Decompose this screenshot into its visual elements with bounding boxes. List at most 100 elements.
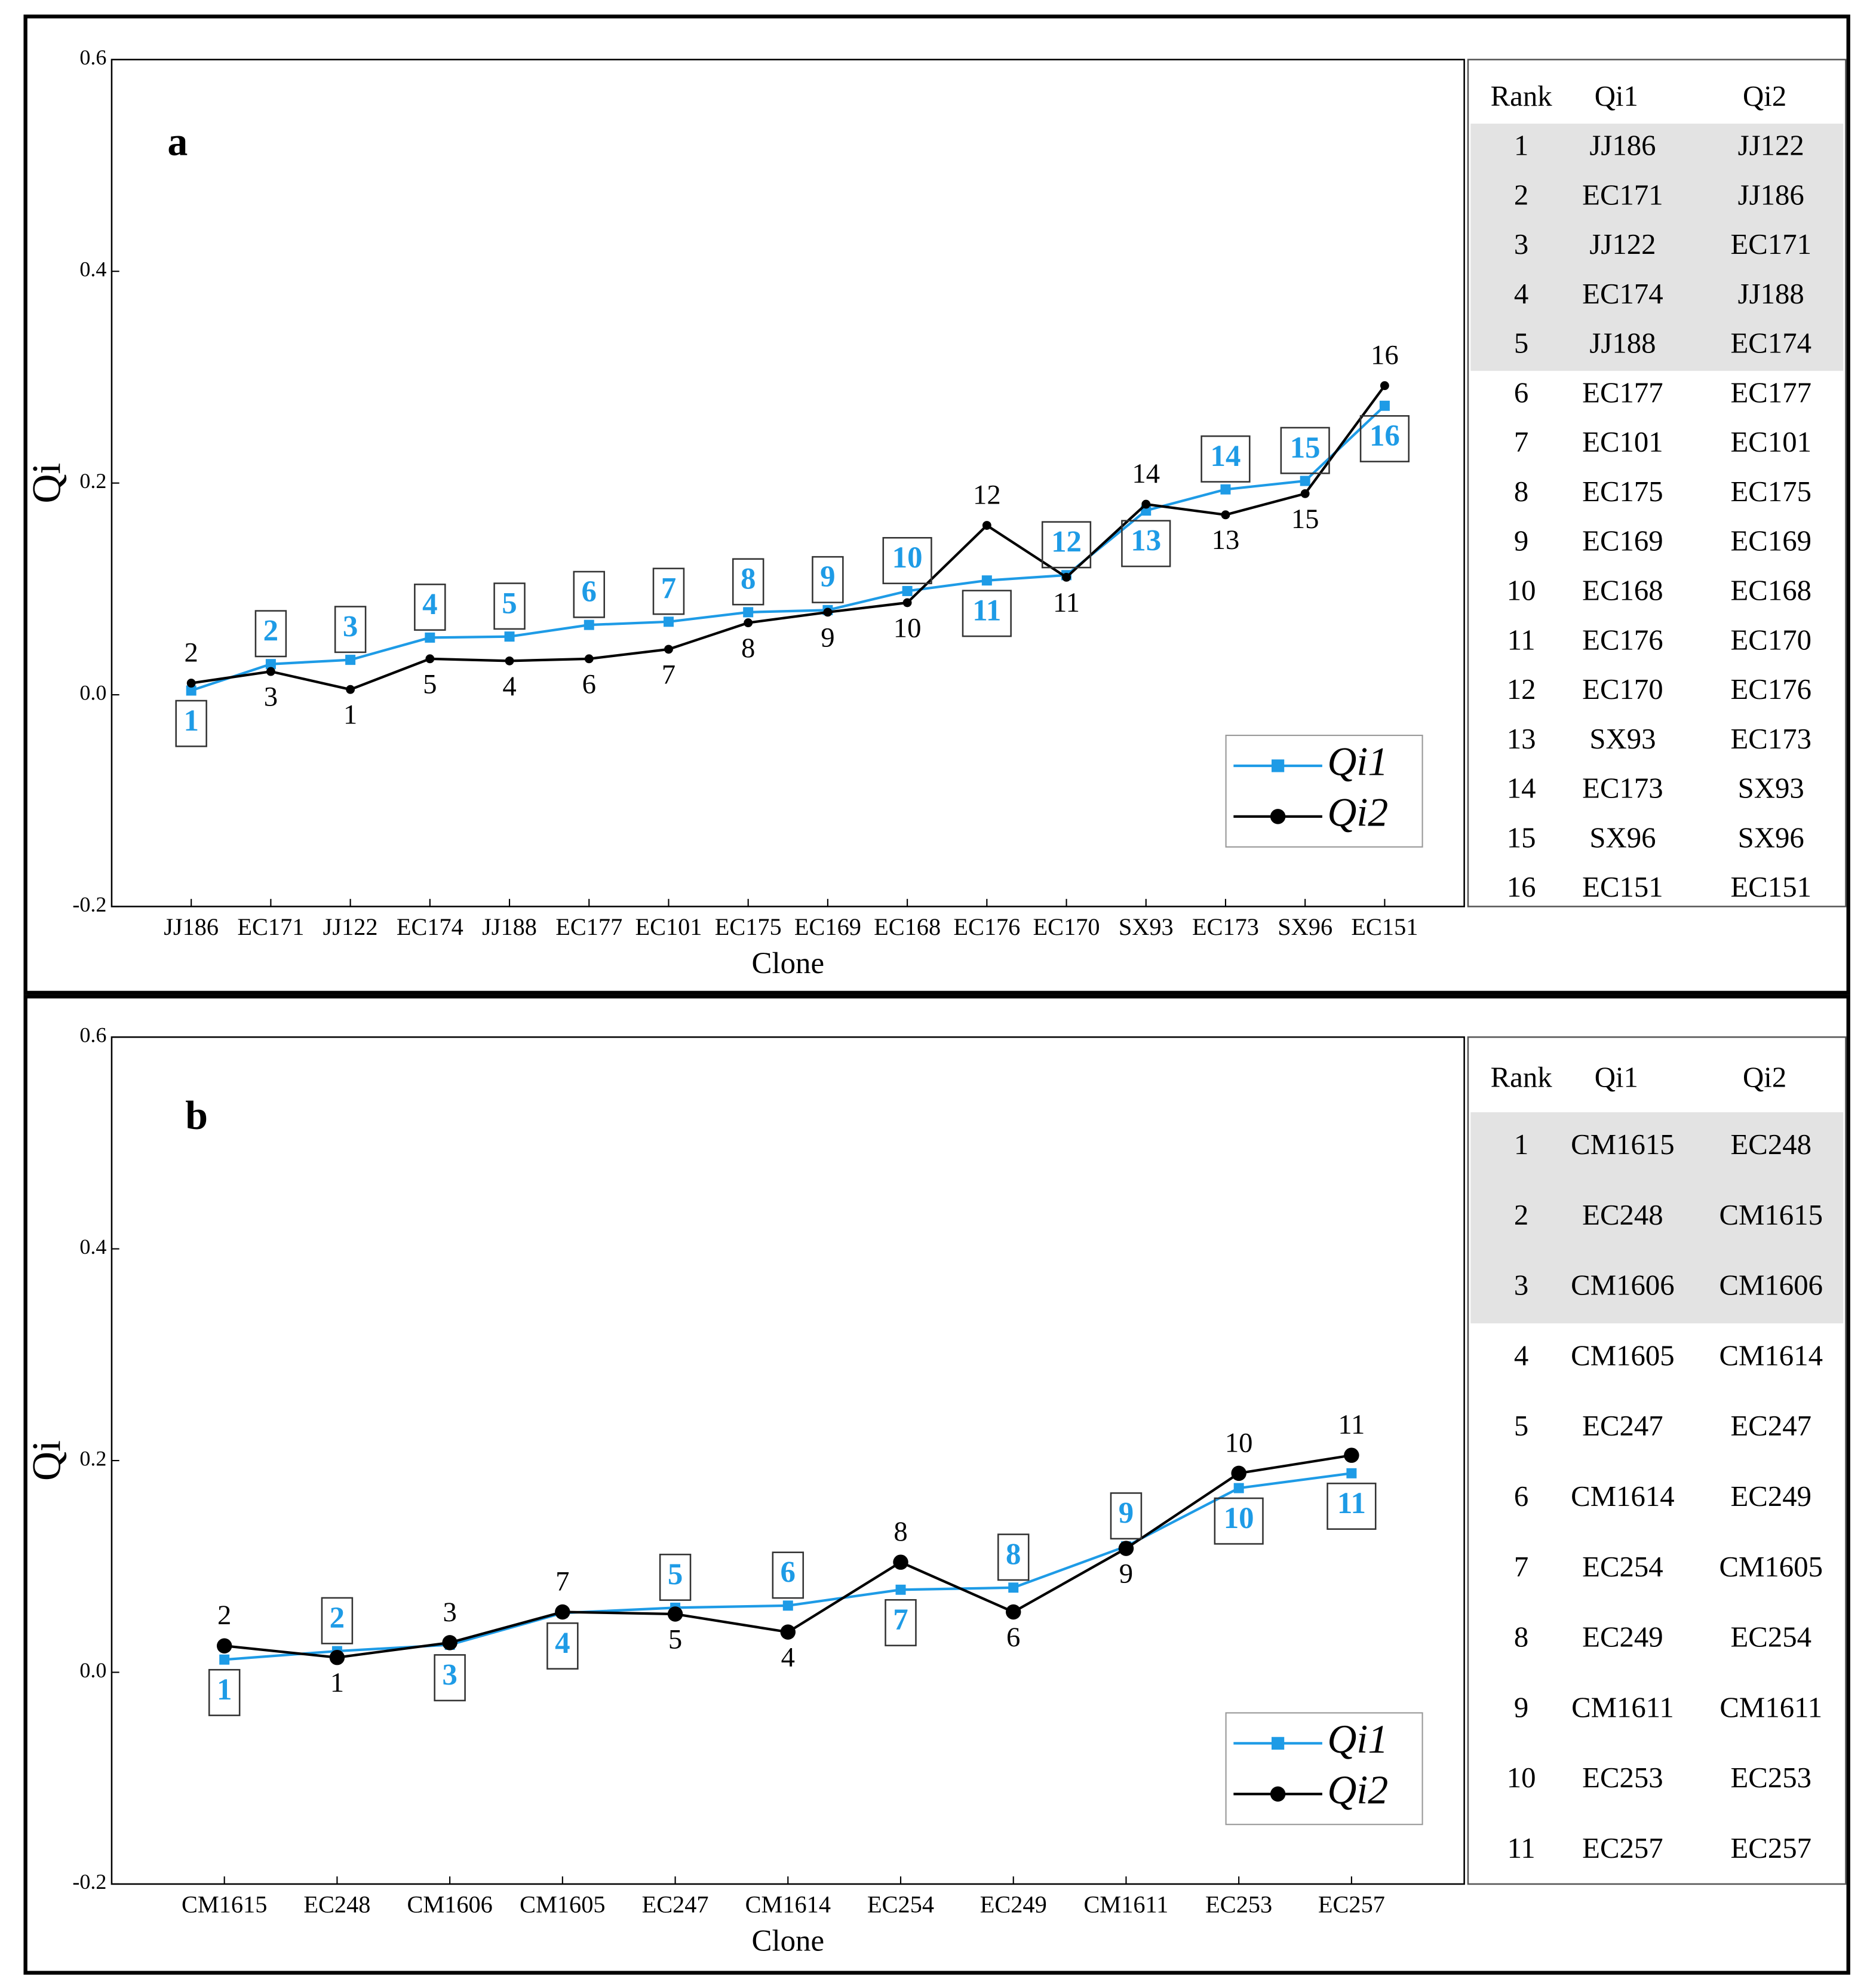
table-cell: EC176 [1582,624,1663,656]
marker [329,1649,345,1665]
table-frame [1467,59,1847,907]
rank-label: 12 [1051,526,1082,559]
rank-label: 1 [343,700,357,731]
table-cell: EC170 [1582,673,1663,705]
table-cell: CM1611 [1571,1691,1674,1723]
x-tick-label: EC253 [1205,1891,1272,1918]
table-cell: EC257 [1730,1832,1811,1864]
marker [504,631,515,642]
rank-label: 6 [582,575,597,609]
rank-box [334,606,367,654]
x-tick-label: EC173 [1192,913,1259,940]
table-highlight [1470,1112,1844,1324]
rank-label: 3 [264,682,278,713]
rank-label: 6 [582,668,596,700]
x-tick-label: EC169 [794,913,861,940]
marker [1233,1483,1244,1493]
y-tick-label: 0.6 [79,45,106,69]
marker [1118,1541,1134,1556]
rank-box [175,700,207,747]
panel-frame [23,14,1850,995]
table-header: Rank [1491,80,1553,112]
rank-label: 14 [1132,458,1160,489]
marker [902,585,913,596]
marker [216,1638,232,1653]
rank-box [321,1597,354,1645]
rank-box [812,556,844,603]
table-cell: 11 [1507,1832,1536,1864]
table-cell: EC247 [1582,1410,1663,1442]
table-cell: EC173 [1730,723,1811,755]
panel-frame [23,995,1850,1975]
x-tick-label: JJ186 [164,913,219,940]
marker [425,632,435,643]
x-axis-label: Clone [751,947,824,980]
table-cell: EC175 [1730,475,1811,508]
x-tick-label: EC176 [953,913,1020,940]
rank-label: 2 [217,1600,231,1631]
x-tick-label: EC170 [1033,913,1100,940]
table-cell: SX93 [1589,723,1656,755]
x-tick-label: CM1614 [745,1891,831,1918]
table-cell: EC174 [1730,327,1811,360]
marker [265,659,276,670]
rank-box [1214,1497,1264,1545]
table-cell: EC170 [1730,624,1811,656]
rank-label: 9 [820,560,835,594]
rank-label: 2 [185,637,198,668]
legend-label: Qi1 [1327,1716,1388,1762]
table-cell: CM1614 [1719,1339,1823,1372]
table-cell: EC249 [1582,1621,1663,1653]
marker [893,1554,908,1570]
table-cell: 11 [1507,624,1536,656]
table-cell: 12 [1507,673,1536,705]
legend-box [1225,1712,1423,1826]
rank-box [1359,415,1410,462]
table-cell: EC257 [1582,1832,1663,1864]
table-cell: EC151 [1582,871,1663,903]
table-cell: CM1611 [1719,1691,1822,1723]
table-cell: EC151 [1730,871,1811,903]
table-cell: 4 [1514,1339,1528,1372]
rank-label: 15 [1291,504,1319,535]
rank-box [997,1533,1030,1581]
table-cell: 1 [1514,1128,1528,1161]
table-cell: EC168 [1582,575,1663,607]
rank-label: 4 [781,1642,795,1673]
rank-label: 2 [263,614,278,648]
marker [744,618,753,628]
y-axis-label: Qi [24,463,69,504]
table-header: Rank [1491,1062,1553,1094]
table-cell: CM1614 [1571,1480,1675,1513]
rank-label: 12 [973,480,1001,511]
x-axis-label: Clone [751,1924,824,1958]
table-cell: 8 [1514,475,1528,508]
rank-label: 2 [330,1602,345,1635]
marker [219,1654,230,1665]
rank-label: 9 [821,622,834,653]
marker [1008,1582,1019,1593]
table-cell: EC101 [1730,426,1811,458]
x-tick-label: SX93 [1119,913,1174,940]
y-tick-label: 0.0 [79,680,106,704]
table-cell: 2 [1514,179,1528,211]
marker [1300,475,1310,486]
x-tick-label: CM1606 [407,1891,492,1918]
rank-label: 10 [893,612,922,643]
table-cell: EC253 [1730,1762,1811,1794]
x-tick-label: CM1611 [1084,1891,1169,1918]
rank-label: 16 [1370,419,1400,453]
marker [743,607,754,618]
marker [1221,510,1230,520]
table-cell: 5 [1514,327,1528,360]
y-axis-label: Qi [24,1440,69,1481]
rank-label: 13 [1212,524,1240,556]
marker [1006,1604,1021,1620]
table-cell: 10 [1507,1762,1536,1794]
rank-label: 11 [1337,1487,1366,1520]
rank-label: 15 [1290,431,1321,465]
table-cell: CM1615 [1719,1199,1823,1231]
marker [345,655,356,665]
x-tick-label: EC168 [874,913,941,940]
